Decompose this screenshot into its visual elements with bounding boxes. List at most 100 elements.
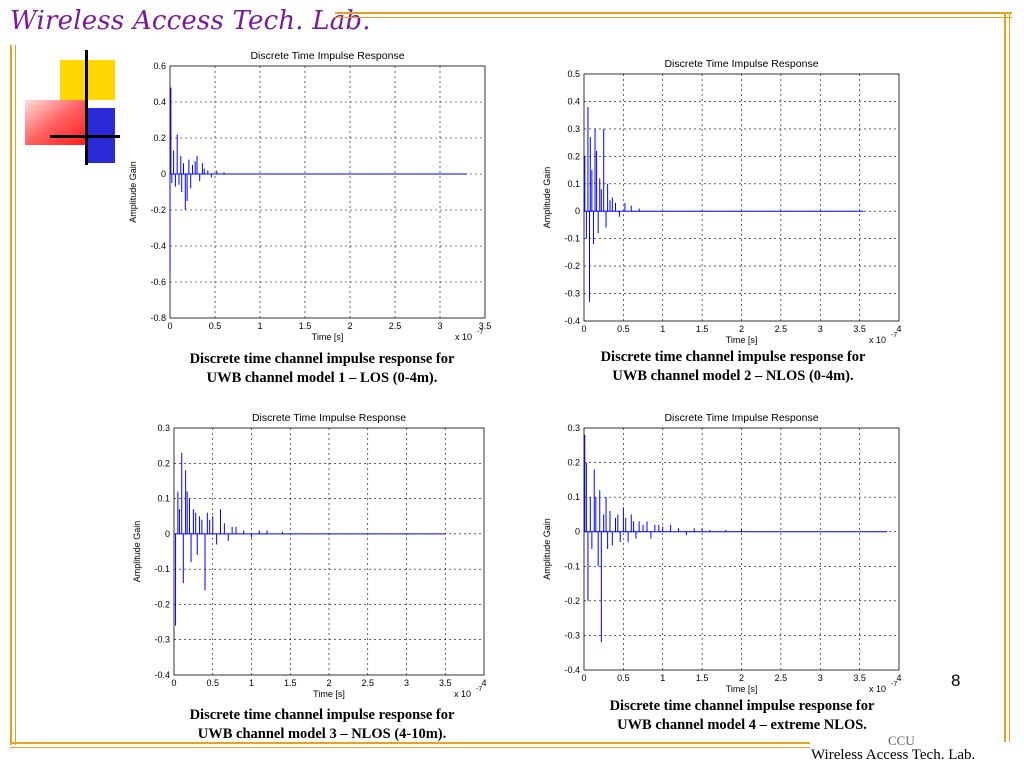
red-square	[25, 100, 87, 145]
y-tick-label: 0.3	[157, 423, 170, 433]
border-bottom	[10, 742, 810, 744]
x-scale-exponent: -7	[891, 332, 897, 339]
chart-cm2: Discrete Time Impulse Response 0 0.5 1 1.5 2 2…	[532, 50, 917, 349]
x-tick-label: 0	[167, 321, 172, 331]
y-tick-label: -0.4	[154, 670, 170, 680]
x-tick-label: 1	[249, 678, 254, 688]
y-tick-label: 0.1	[567, 179, 580, 189]
cross-vertical-line	[85, 50, 88, 165]
x-scale-exponent: -7	[476, 686, 482, 693]
y-tick-label: -0.4	[564, 316, 580, 326]
y-tick-label: -0.2	[154, 599, 170, 609]
x-tick-label: 3.5	[853, 324, 866, 334]
border-top	[335, 12, 1012, 14]
caption-cm3: Discrete time channel impulse response f…	[142, 706, 502, 744]
y-tick-label: -0.2	[150, 205, 166, 215]
y-tick-label: 0	[575, 206, 580, 216]
caption-cm2: Discrete time channel impulse response f…	[553, 348, 913, 386]
y-tick-label: 0.2	[153, 133, 166, 143]
y-tick-label: 0.4	[153, 97, 166, 107]
decorative-squares-logo	[25, 50, 120, 165]
x-tick-label: 3.5	[853, 673, 866, 683]
chart-cm2-svg: Discrete Time Impulse Response 0 0.5 1 1.5 2 2…	[542, 58, 902, 345]
caption-cm2-line1: Discrete time channel impulse response f…	[600, 349, 866, 365]
cross-horizontal-line	[50, 135, 120, 138]
x-tick-label: 2.5	[775, 324, 788, 334]
x-tick-label: 0.5	[617, 673, 630, 683]
y-tick-label: -0.1	[564, 234, 580, 244]
y-axis-label: Amplitude Gain	[542, 518, 552, 580]
y-tick-label: 0.1	[157, 494, 170, 504]
y-tick-label: -0.4	[150, 241, 166, 251]
y-axis-label: Amplitude Gain	[132, 521, 142, 583]
y-tick-label: -0.3	[564, 630, 580, 640]
x-tick-label: 1.5	[696, 673, 709, 683]
x-tick-label: 1.5	[284, 678, 297, 688]
y-tick-label: 0.3	[567, 124, 580, 134]
chart-title: Discrete Time Impulse Response	[252, 412, 406, 424]
x-tick-label: 1	[257, 321, 262, 331]
x-tick-label: 2.5	[389, 321, 402, 331]
x-tick-label: 2	[347, 321, 352, 331]
plot-frame	[173, 427, 485, 676]
footer-partial-logo-text: CCU	[888, 733, 915, 748]
caption-cm4-line1: Discrete time channel impulse response f…	[609, 698, 875, 714]
x-scale-multiplier: x 10	[454, 689, 471, 699]
x-tick-label: 3	[404, 678, 409, 688]
x-scale-exponent: -7	[477, 329, 483, 336]
x-tick-label: 3	[818, 324, 823, 334]
chart-cm1-svg: Discrete Time Impulse Response 0 0.5 1 1.5 2 2…	[128, 50, 492, 342]
x-tick-label: 2	[739, 324, 744, 334]
x-tick-label: 0	[171, 678, 176, 688]
x-scale-multiplier: x 10	[869, 684, 886, 694]
y-tick-label: 0.2	[567, 151, 580, 161]
y-axis-label: Amplitude Gain	[128, 161, 138, 223]
y-tick-label: -0.6	[150, 277, 166, 287]
x-tick-label: 1.5	[696, 324, 709, 334]
x-axis-label: Time [s]	[313, 689, 345, 699]
x-tick-label: 0.5	[617, 324, 630, 334]
x-tick-label: 1	[660, 324, 665, 334]
slide-title: Wireless Access Tech. Lab.	[10, 6, 371, 36]
border-left-inner	[15, 45, 16, 745]
chart-cm3-svg: Discrete Time Impulse Response 0 0.5 1 1.5 2 2…	[132, 412, 487, 699]
border-right	[1004, 12, 1006, 742]
x-tick-label: 3.5	[439, 678, 452, 688]
x-scale-multiplier: x 10	[455, 332, 472, 342]
x-tick-label: 4	[481, 678, 486, 688]
page-number: 8	[951, 671, 961, 690]
y-tick-label: 0	[575, 527, 580, 537]
border-bottom-inner	[10, 747, 810, 748]
caption-cm1-line2: UWB channel model 1 – LOS (0-4m).	[206, 370, 438, 386]
x-tick-label: 3	[818, 673, 823, 683]
y-tick-label: -0.8	[150, 313, 166, 323]
x-axis-label: Time [s]	[312, 332, 344, 342]
chart-cm3: Discrete Time Impulse Response 0 0.5 1 1.5 2 2…	[122, 404, 502, 703]
caption-cm1-line1: Discrete time channel impulse response f…	[189, 351, 455, 367]
y-tick-label: -0.2	[564, 596, 580, 606]
x-tick-label: 1	[660, 673, 665, 683]
y-axis-label: Amplitude Gain	[542, 167, 552, 229]
x-scale-exponent: -7	[891, 681, 897, 688]
x-tick-label: 3	[437, 321, 442, 331]
x-tick-label: 1.5	[299, 321, 312, 331]
y-tick-label: 0.1	[567, 492, 580, 502]
y-tick-label: -0.4	[564, 665, 580, 675]
border-left	[10, 45, 12, 745]
chart-title: Discrete Time Impulse Response	[664, 412, 818, 424]
caption-cm3-line1: Discrete time channel impulse response f…	[189, 707, 455, 723]
y-tick-label: -0.2	[564, 261, 580, 271]
x-tick-label: 0.5	[206, 678, 219, 688]
chart-title: Discrete Time Impulse Response	[664, 58, 818, 70]
x-tick-label: 2	[326, 678, 331, 688]
x-tick-label: 0	[581, 324, 586, 334]
x-tick-label: 4	[896, 673, 901, 683]
y-tick-label: 0.2	[157, 458, 170, 468]
y-tick-label: 0.3	[567, 423, 580, 433]
x-tick-label: 2	[739, 673, 744, 683]
x-scale-multiplier: x 10	[869, 335, 886, 345]
x-axis-label: Time [s]	[726, 335, 758, 345]
y-tick-label: 0.5	[567, 69, 580, 79]
y-tick-label: 0.4	[567, 96, 580, 106]
x-tick-label: 3.5	[479, 321, 492, 331]
